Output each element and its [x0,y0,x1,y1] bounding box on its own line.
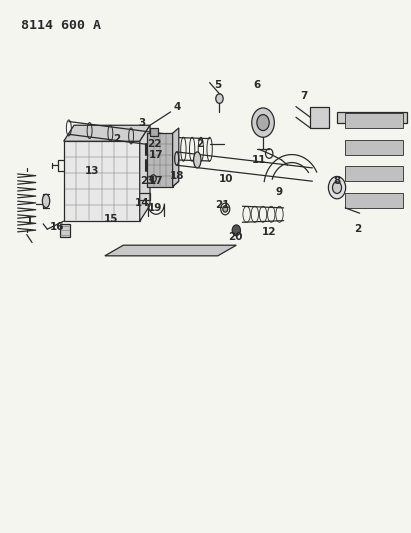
Bar [310,107,329,128]
Polygon shape [147,133,173,187]
Text: 6: 6 [253,80,261,90]
Text: 2: 2 [196,139,203,149]
Text: 22: 22 [147,139,162,149]
Text: 2: 2 [354,224,361,234]
Text: 11: 11 [252,155,266,165]
Polygon shape [173,128,179,187]
Text: 18: 18 [170,171,185,181]
Ellipse shape [252,108,275,137]
Polygon shape [345,113,403,128]
Text: 21: 21 [215,200,230,210]
Text: 16: 16 [49,222,64,231]
Text: 8114 600 A: 8114 600 A [21,19,101,31]
Text: 20: 20 [228,232,242,242]
Polygon shape [345,140,403,155]
Text: 19: 19 [148,203,162,213]
Polygon shape [345,193,403,208]
Text: 15: 15 [104,214,118,223]
Text: 2: 2 [113,134,121,143]
Ellipse shape [42,194,50,207]
Polygon shape [140,125,150,221]
Polygon shape [345,166,403,181]
Polygon shape [64,125,150,141]
Ellipse shape [332,182,342,193]
Ellipse shape [223,206,228,212]
Ellipse shape [328,176,346,199]
Ellipse shape [194,152,201,168]
Text: 12: 12 [262,227,277,237]
Ellipse shape [257,115,269,131]
Text: 17: 17 [149,150,164,159]
Text: 10: 10 [219,174,233,183]
Text: 9: 9 [276,187,283,197]
Ellipse shape [216,94,223,103]
Text: 14: 14 [134,198,149,207]
Text: 4: 4 [173,102,180,111]
Text: 8: 8 [333,176,341,186]
Text: 23: 23 [140,176,155,186]
Polygon shape [105,245,236,256]
Polygon shape [337,112,407,123]
Text: 17: 17 [149,176,164,186]
Bar [150,128,158,136]
Text: 1: 1 [26,216,33,226]
Text: 3: 3 [138,118,145,127]
Text: 5: 5 [214,80,222,90]
Bar [60,224,70,237]
Ellipse shape [232,225,240,236]
Text: 13: 13 [85,166,100,175]
Text: 7: 7 [300,91,308,101]
Polygon shape [64,141,140,221]
Polygon shape [147,181,179,187]
